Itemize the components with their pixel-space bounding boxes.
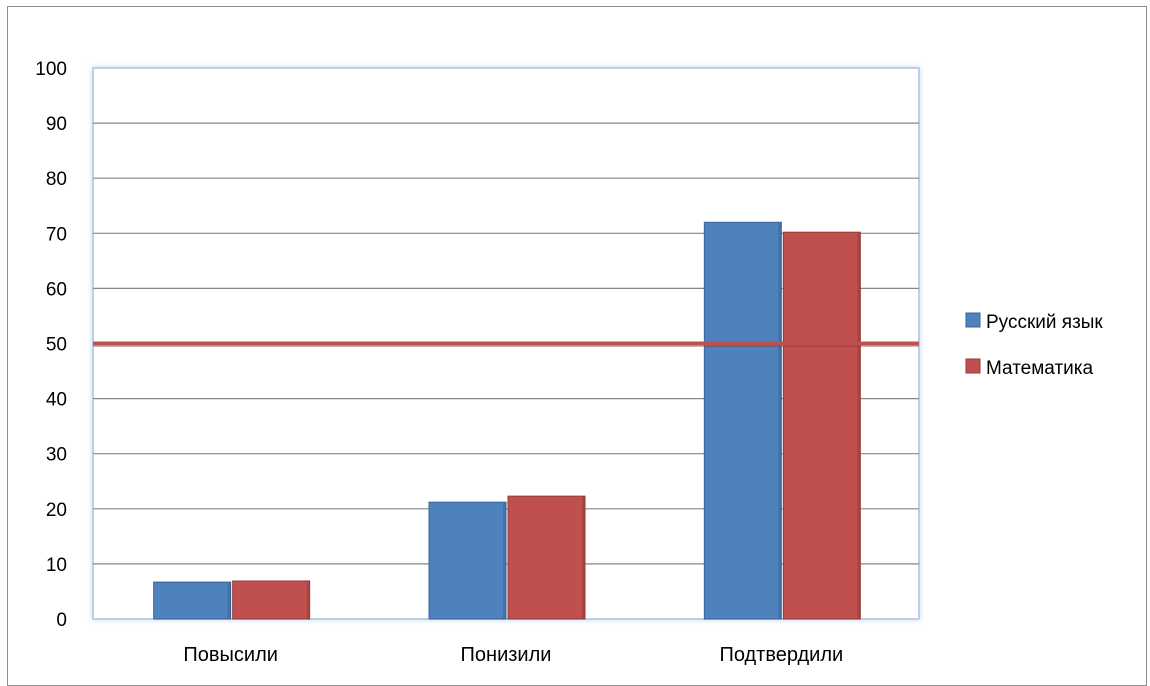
legend-label-russian: Русский язык bbox=[986, 312, 1103, 333]
bar-russian-2 bbox=[703, 221, 782, 620]
legend-label-math: Математика bbox=[986, 358, 1094, 379]
y-tick-label: 50 bbox=[46, 335, 67, 356]
x-category-label: Повысили bbox=[183, 644, 278, 666]
y-axis-tick-labels: 0 10 20 30 40 50 60 70 80 90 100 bbox=[35, 59, 67, 631]
y-tick-label: 80 bbox=[46, 169, 67, 190]
y-tick-label: 30 bbox=[46, 445, 67, 466]
bar-shade bbox=[227, 582, 231, 619]
y-tick-label: 60 bbox=[46, 279, 67, 300]
reference-line-layer bbox=[93, 341, 919, 347]
bars bbox=[153, 221, 861, 620]
bar-shade bbox=[778, 222, 782, 619]
bar-math-2 bbox=[782, 231, 861, 620]
x-axis-category-labels: Повысили Понизили Подтвердили bbox=[183, 644, 843, 666]
x-category-label: Понизили bbox=[461, 644, 552, 666]
y-tick-label: 10 bbox=[46, 555, 67, 576]
x-category-label: Подтвердили bbox=[719, 644, 843, 666]
y-tick-label: 40 bbox=[46, 390, 67, 411]
bar-shade bbox=[503, 502, 506, 619]
bar-russian-1 bbox=[428, 501, 507, 620]
legend-swatch-russian bbox=[965, 312, 981, 328]
bar-math-0 bbox=[232, 580, 311, 620]
legend-swatch-math bbox=[965, 358, 981, 374]
y-tick-label: 20 bbox=[46, 500, 67, 521]
bar-shade bbox=[582, 496, 585, 619]
y-tick-label: 90 bbox=[46, 114, 67, 135]
y-tick-label: 70 bbox=[46, 224, 67, 245]
bar-math-1 bbox=[507, 495, 586, 620]
y-tick-label: 0 bbox=[56, 610, 67, 631]
y-tick-label: 100 bbox=[35, 59, 67, 80]
bar-russian-0 bbox=[153, 581, 232, 620]
bar-shade bbox=[857, 232, 861, 619]
bar-shade bbox=[306, 580, 310, 619]
legend: Русский язык Математика bbox=[965, 312, 1103, 379]
